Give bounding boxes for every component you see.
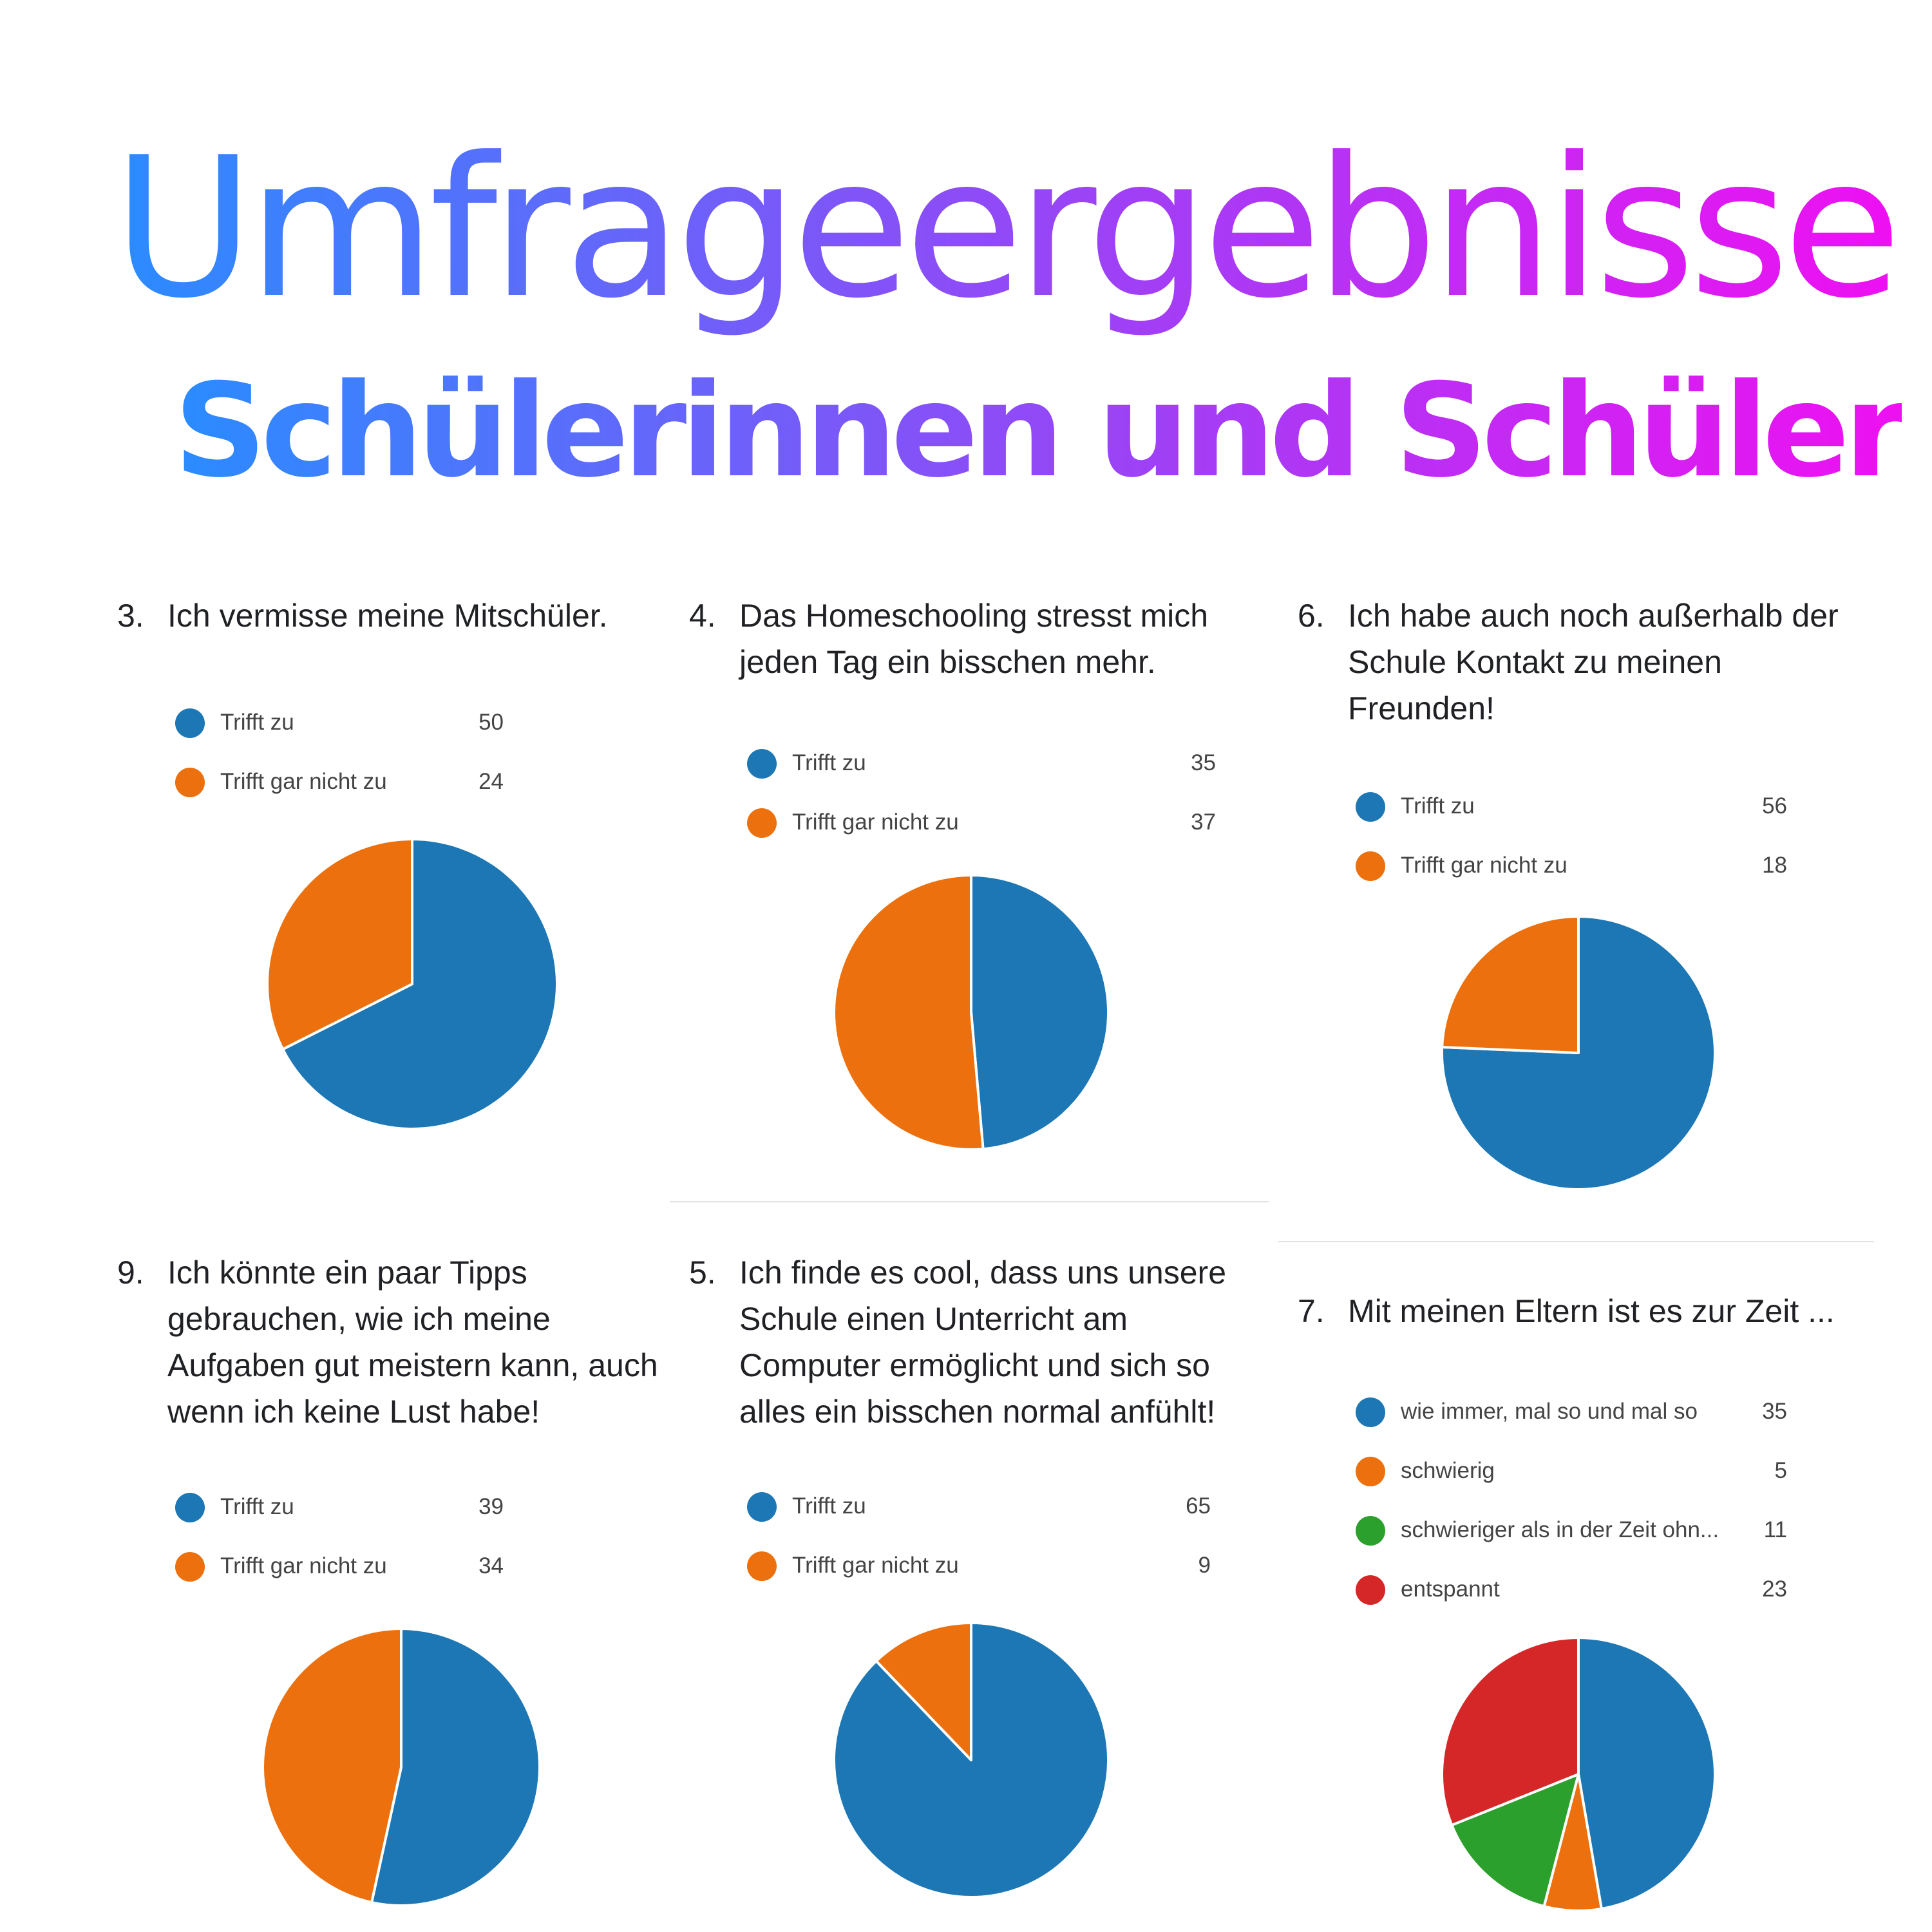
chart-legend: Trifft zu 65 Trifft gar nicht zu 9 — [747, 1486, 1211, 1604]
question-heading: 3. Ich vermisse meine Mitschüler. — [117, 592, 658, 639]
legend-swatch — [747, 808, 777, 838]
legend-swatch — [175, 768, 205, 797]
legend-label: Trifft gar nicht zu — [1401, 853, 1567, 878]
legend-entry: schwieriger als in der Zeit ohn... 11 — [1356, 1510, 1787, 1569]
legend-entry: entspannt 23 — [1356, 1569, 1787, 1628]
chart-legend: Trifft zu 35 Trifft gar nicht zu 37 — [747, 743, 1216, 861]
legend-label: Trifft gar nicht zu — [792, 810, 959, 835]
legend-value: 39 — [478, 1494, 504, 1519]
legend-swatch — [1356, 1457, 1385, 1486]
legend-entry: Trifft zu 56 — [1356, 786, 1787, 845]
question-heading: 4. Das Homeschooling stresst mich jeden … — [689, 592, 1230, 685]
legend-swatch — [175, 1552, 205, 1582]
chart-panel-q3: 3. Ich vermisse meine Mitschüler. Trifft… — [117, 592, 658, 1224]
question-text: Ich finde es cool, dass uns unsere Schul… — [739, 1255, 1227, 1430]
chart-panel-q5: 5. Ich finde es cool, dass uns unsere Sc… — [689, 1249, 1256, 1932]
question-heading: 7. Mit meinen Eltern ist es zur Zeit ... — [1298, 1288, 1864, 1334]
legend-value: 34 — [478, 1553, 504, 1578]
question-number: 5. — [689, 1255, 716, 1291]
question-heading: 6. Ich habe auch noch außerhalb der Schu… — [1298, 592, 1864, 732]
legend-label: Trifft zu — [792, 750, 866, 775]
legend-label: schwierig — [1401, 1458, 1495, 1483]
legend-swatch — [175, 1493, 205, 1522]
legend-label: Trifft zu — [1401, 793, 1475, 819]
legend-label: schwieriger als in der Zeit ohn... — [1401, 1517, 1719, 1542]
legend-value: 56 — [1762, 793, 1787, 819]
legend-label: Trifft zu — [792, 1493, 866, 1519]
legend-value: 35 — [1762, 1399, 1787, 1424]
chart-panel-q6: 6. Ich habe auch noch außerhalb der Schu… — [1298, 592, 1877, 1224]
legend-entry: Trifft gar nicht zu 34 — [175, 1546, 504, 1605]
legend-label: wie immer, mal so und mal so — [1401, 1399, 1698, 1424]
chart-legend: Trifft zu 50 Trifft gar nicht zu 24 — [175, 702, 504, 820]
chart-panel-q4: 4. Das Homeschooling stresst mich jeden … — [689, 592, 1256, 1224]
legend-swatch — [1356, 1575, 1385, 1605]
legend-value: 9 — [1198, 1553, 1211, 1578]
chart-legend: Trifft zu 56 Trifft gar nicht zu 18 — [1356, 786, 1787, 904]
legend-value: 18 — [1762, 853, 1787, 878]
legend-entry: Trifft gar nicht zu 24 — [175, 761, 504, 820]
question-text: Ich vermisse meine Mitschüler. — [167, 598, 608, 634]
legend-value: 5 — [1774, 1458, 1787, 1483]
legend-swatch — [1356, 1397, 1385, 1427]
legend-entry: schwierig 5 — [1356, 1450, 1787, 1510]
legend-value: 23 — [1762, 1577, 1787, 1602]
legend-swatch — [747, 1492, 777, 1522]
legend-label: Trifft gar nicht zu — [220, 769, 387, 794]
question-number: 3. — [117, 598, 144, 634]
page-title: Umfrageergebnisse — [113, 119, 1902, 338]
question-number: 9. — [117, 1255, 144, 1291]
legend-entry: Trifft zu 50 — [175, 702, 504, 761]
legend-label: Trifft gar nicht zu — [220, 1553, 387, 1578]
question-text: Ich könnte ein paar Tipps gebrauchen, wi… — [167, 1255, 658, 1430]
legend-entry: wie immer, mal so und mal so 35 — [1356, 1391, 1787, 1450]
legend-label: Trifft gar nicht zu — [792, 1553, 959, 1578]
question-number: 4. — [689, 598, 716, 634]
legend-swatch — [1356, 792, 1385, 822]
legend-swatch — [747, 749, 777, 779]
legend-entry: Trifft gar nicht zu 9 — [747, 1545, 1211, 1604]
separator-line — [670, 1201, 1269, 1202]
question-number: 7. — [1298, 1293, 1325, 1329]
question-text: Mit meinen Eltern ist es zur Zeit ... — [1348, 1293, 1835, 1329]
question-heading: 9. Ich könnte ein paar Tipps gebrauchen,… — [117, 1249, 684, 1435]
legend-swatch — [1356, 851, 1385, 881]
legend-value: 24 — [478, 769, 504, 794]
legend-entry: Trifft gar nicht zu 37 — [747, 802, 1216, 861]
legend-label: Trifft zu — [220, 1494, 294, 1519]
page-subtitle-text: Schülerinnen und Schüler — [174, 356, 1908, 506]
legend-swatch — [175, 708, 205, 738]
separator-line — [1278, 1241, 1874, 1242]
legend-entry: Trifft zu 65 — [747, 1486, 1211, 1545]
question-text: Das Homeschooling stresst mich jeden Tag… — [739, 598, 1209, 680]
question-text: Ich habe auch noch außerhalb der Schule … — [1348, 598, 1839, 726]
legend-value: 35 — [1191, 750, 1216, 775]
legend-label: entspannt — [1401, 1577, 1500, 1602]
chart-legend: wie immer, mal so und mal so 35 schwierig 5… — [1356, 1391, 1787, 1628]
page-subtitle: Schülerinnen und Schüler — [174, 357, 1908, 506]
chart-panel-q9: 9. Ich könnte ein paar Tipps gebrauchen,… — [117, 1249, 684, 1932]
legend-value: 11 — [1763, 1517, 1787, 1542]
legend-value: 50 — [478, 710, 504, 735]
chart-legend: Trifft zu 39 Trifft gar nicht zu 34 — [175, 1486, 504, 1605]
page-title-text: Umfrageergebnisse — [113, 116, 1902, 341]
legend-entry: Trifft zu 39 — [175, 1486, 504, 1546]
legend-entry: Trifft gar nicht zu 18 — [1356, 845, 1787, 904]
legend-value: 37 — [1191, 810, 1216, 835]
legend-swatch — [747, 1551, 777, 1581]
legend-swatch — [1356, 1516, 1385, 1546]
question-heading: 5. Ich finde es cool, dass uns unsere Sc… — [689, 1249, 1256, 1435]
question-number: 6. — [1298, 598, 1325, 634]
legend-entry: Trifft zu 35 — [747, 743, 1216, 802]
legend-value: 65 — [1186, 1493, 1211, 1519]
chart-panel-q7: 7. Mit meinen Eltern ist es zur Zeit ...… — [1298, 1288, 1877, 1932]
legend-label: Trifft zu — [220, 710, 294, 735]
